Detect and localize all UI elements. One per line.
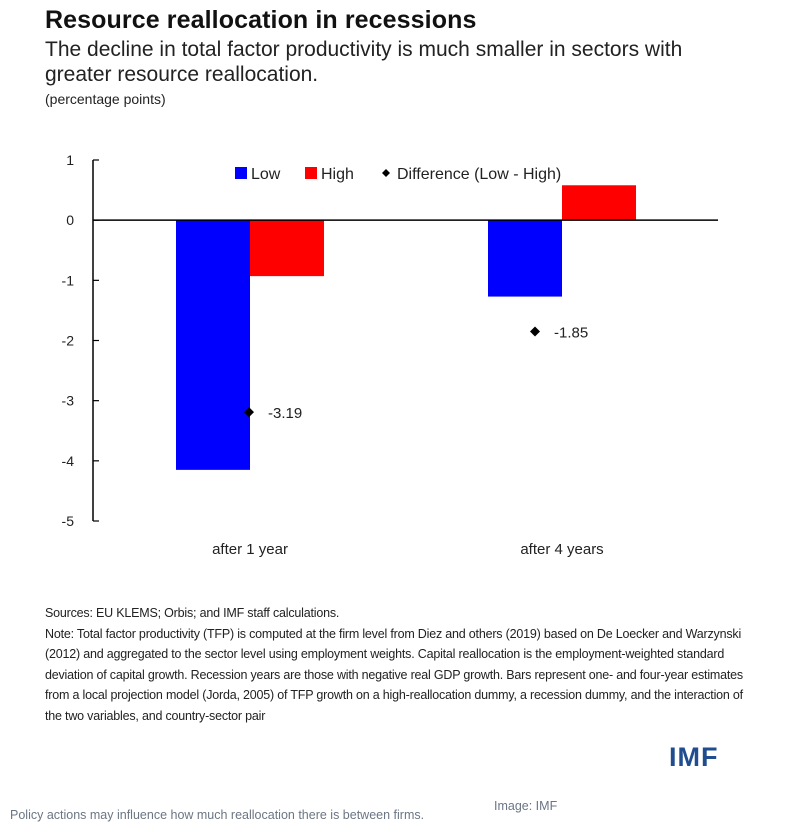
imf-logo: IMF — [669, 742, 719, 772]
image-caption: Policy actions may influence how much re… — [10, 808, 425, 822]
difference-marker-2 — [530, 326, 540, 337]
x-tick-label: after 1 year — [212, 541, 288, 558]
bar-chart: 1 0 -1 -2 -3 -4 -5 after 1 year after 4 years -3.… — [62, 152, 718, 558]
legend-marker-difference — [382, 169, 390, 177]
bar-high-1 — [250, 220, 324, 277]
bar-low-2 — [488, 220, 562, 297]
x-tick-label: after 4 years — [520, 541, 603, 558]
legend-label-high: High — [321, 166, 354, 183]
chart-title: Resource reallocation in recessions — [45, 6, 477, 34]
chart-units: (percentage points) — [45, 91, 166, 107]
chart-figure: Resource reallocation in recessions The … — [45, 6, 745, 772]
sources-text: Sources: EU KLEMS; Orbis; and IMF staff … — [45, 606, 340, 620]
legend-swatch-high — [305, 167, 317, 179]
y-tick-label: -3 — [62, 393, 75, 409]
bar-low-1 — [176, 220, 250, 470]
image-credit: Image: IMF — [494, 799, 558, 813]
y-tick-label: -4 — [62, 453, 75, 469]
y-tick-label: 1 — [66, 152, 74, 168]
difference-marker-1 — [244, 407, 254, 418]
y-tick-label: -1 — [62, 272, 75, 288]
difference-label: -3.19 — [268, 405, 302, 422]
y-tick-label: -5 — [62, 513, 75, 529]
y-tick-label: -2 — [62, 333, 75, 349]
difference-label: -1.85 — [554, 324, 588, 341]
y-tick-label: 0 — [66, 212, 74, 228]
legend-swatch-low — [235, 167, 247, 179]
note-text: Note: Total factor productivity (TFP) is… — [45, 626, 743, 723]
legend-label-difference: Difference (Low - High) — [397, 166, 561, 183]
chart-notes: Sources: EU KLEMS; Orbis; and IMF staff … — [45, 603, 745, 726]
bar-high-2 — [562, 185, 636, 221]
chart-subtitle: The decline in total factor productivity… — [45, 38, 683, 86]
legend-label-low: Low — [251, 166, 281, 183]
